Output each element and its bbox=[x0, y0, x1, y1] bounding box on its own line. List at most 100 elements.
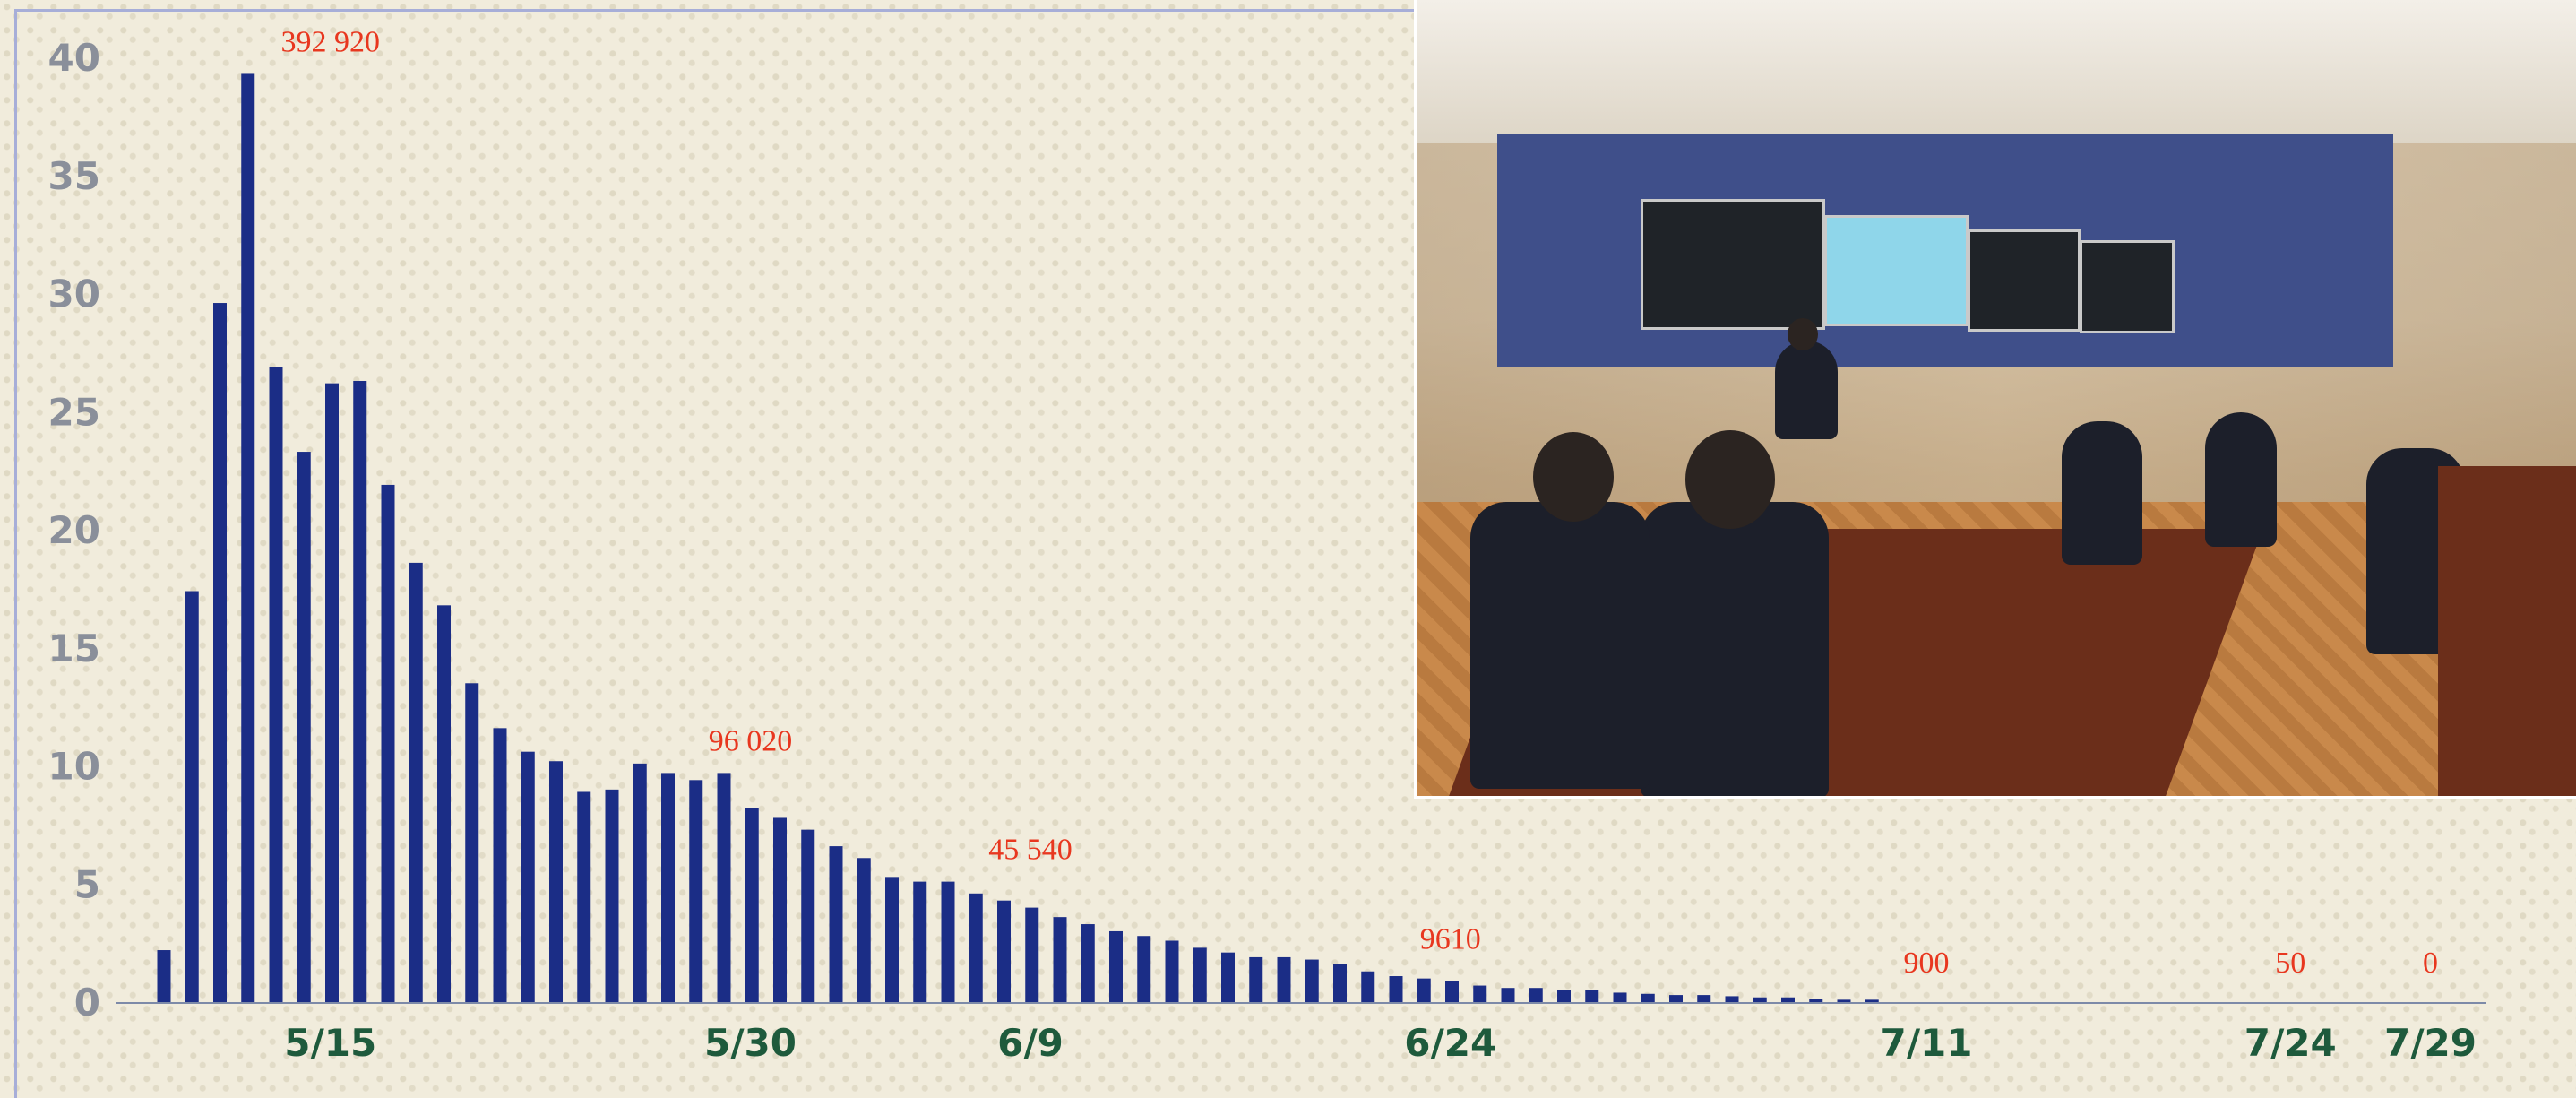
bar bbox=[885, 877, 899, 1002]
bar bbox=[1417, 978, 1431, 1002]
bar bbox=[1109, 930, 1123, 1002]
bar bbox=[829, 846, 843, 1002]
left-frame-line bbox=[14, 9, 17, 1098]
bar bbox=[773, 817, 787, 1002]
data-annotations: 392 920 96 020 45 540 9610 900 50 0 bbox=[281, 25, 2439, 980]
bar bbox=[1865, 999, 1879, 1002]
photo-person bbox=[1470, 502, 1650, 789]
bar bbox=[969, 893, 983, 1002]
photo-lectern bbox=[2438, 466, 2576, 796]
bar bbox=[857, 858, 871, 1002]
bar bbox=[577, 791, 591, 1002]
bar bbox=[1361, 971, 1375, 1002]
bar bbox=[1837, 999, 1851, 1002]
bar bbox=[157, 950, 171, 1002]
x-tick-label: 6/24 bbox=[1404, 1021, 1496, 1065]
bar bbox=[1053, 917, 1067, 1002]
photo-person-head bbox=[1788, 318, 1818, 350]
bar bbox=[1081, 924, 1095, 1002]
data-label: 900 bbox=[1904, 947, 1950, 980]
bars bbox=[157, 73, 1879, 1003]
data-label: 50 bbox=[2275, 947, 2305, 980]
x-axis: 5/15 5/30 6/9 6/24 7/11 7/24 7/29 bbox=[116, 1002, 2486, 1065]
bar bbox=[1389, 976, 1403, 1002]
photo-person-head bbox=[1533, 432, 1614, 522]
bar bbox=[801, 829, 815, 1002]
bar bbox=[1753, 997, 1767, 1002]
data-label: 45 540 bbox=[988, 834, 1073, 867]
bar bbox=[241, 73, 255, 1003]
bar bbox=[745, 808, 759, 1002]
photo-person bbox=[2062, 421, 2142, 565]
bar bbox=[521, 751, 535, 1002]
bar bbox=[1585, 990, 1599, 1002]
bar bbox=[913, 881, 927, 1002]
data-label: 0 bbox=[2423, 947, 2438, 980]
bar bbox=[941, 881, 955, 1002]
bar bbox=[633, 763, 647, 1002]
bar bbox=[437, 605, 451, 1002]
photo-person-head bbox=[1685, 430, 1775, 529]
bar bbox=[1025, 907, 1039, 1002]
bar bbox=[465, 683, 479, 1002]
bar bbox=[493, 728, 507, 1002]
bar bbox=[661, 773, 675, 1002]
photo-screen bbox=[2080, 240, 2175, 333]
bar bbox=[353, 380, 367, 1002]
bar bbox=[297, 452, 311, 1002]
bar bbox=[997, 900, 1011, 1002]
bar bbox=[1333, 964, 1347, 1002]
x-tick-label: 6/9 bbox=[997, 1021, 1064, 1065]
bar bbox=[1725, 996, 1739, 1002]
bar bbox=[269, 367, 283, 1002]
bar bbox=[325, 383, 339, 1002]
bar bbox=[605, 789, 619, 1002]
bar bbox=[1557, 990, 1571, 1002]
bar bbox=[409, 562, 423, 1002]
bar bbox=[1501, 988, 1515, 1002]
y-tick-label: 5 bbox=[74, 862, 100, 906]
bar bbox=[1193, 947, 1207, 1002]
photo-person bbox=[2205, 412, 2277, 547]
bar bbox=[1249, 956, 1263, 1002]
bar bbox=[1445, 981, 1459, 1002]
bar bbox=[381, 484, 395, 1002]
photo-person bbox=[1641, 502, 1829, 796]
bar bbox=[1809, 999, 1823, 1002]
x-tick-label: 7/24 bbox=[2244, 1021, 2337, 1065]
y-axis: 0 5 10 15 20 25 30 35 40 bbox=[48, 36, 100, 1025]
bar bbox=[1613, 992, 1627, 1002]
photo-screen bbox=[1968, 229, 2081, 332]
photo-screen bbox=[1641, 199, 1825, 330]
bar bbox=[1137, 936, 1151, 1002]
bar bbox=[1669, 995, 1683, 1002]
data-label: 9610 bbox=[1420, 923, 1481, 956]
bar bbox=[185, 591, 199, 1002]
y-tick-label: 20 bbox=[48, 508, 100, 552]
bar bbox=[1781, 997, 1795, 1002]
y-tick-label: 15 bbox=[48, 627, 100, 670]
bar bbox=[1473, 985, 1487, 1002]
photo-screen-lit bbox=[1824, 215, 1969, 326]
x-tick-label: 5/30 bbox=[704, 1021, 797, 1065]
top-frame-line bbox=[14, 9, 1414, 12]
bar bbox=[1277, 956, 1291, 1002]
x-tick-label: 7/11 bbox=[1880, 1021, 1972, 1065]
photo-person bbox=[1775, 341, 1838, 439]
y-tick-label: 40 bbox=[48, 36, 100, 80]
bar bbox=[1529, 988, 1543, 1002]
x-tick-label: 5/15 bbox=[284, 1021, 376, 1065]
bar bbox=[1697, 995, 1711, 1002]
photo-ceiling bbox=[1417, 0, 2576, 143]
bar bbox=[1221, 952, 1235, 1002]
meeting-room-photo-icon bbox=[1414, 0, 2576, 799]
bar bbox=[1165, 940, 1179, 1002]
y-tick-label: 35 bbox=[48, 154, 100, 198]
y-tick-label: 30 bbox=[48, 272, 100, 316]
y-tick-label: 0 bbox=[74, 981, 100, 1025]
bar bbox=[717, 773, 731, 1002]
bar bbox=[1641, 993, 1655, 1002]
bar bbox=[213, 303, 227, 1002]
